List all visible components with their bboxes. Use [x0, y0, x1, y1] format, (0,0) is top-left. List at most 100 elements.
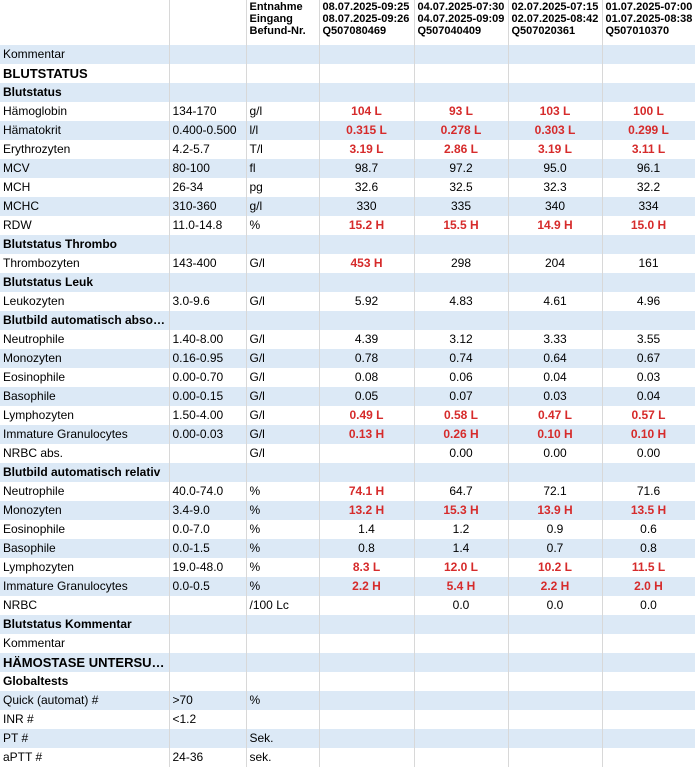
result-value[interactable]: 0.04 — [602, 387, 695, 406]
result-value[interactable] — [508, 83, 603, 102]
result-value[interactable] — [319, 710, 415, 729]
result-value[interactable]: 0.04 — [508, 368, 603, 387]
section-header-row[interactable]: BLUTSTATUS — [0, 64, 695, 83]
result-value[interactable] — [414, 653, 509, 672]
result-value[interactable] — [508, 463, 603, 482]
section-header-row[interactable]: Blutstatus Thrombo — [0, 235, 695, 254]
table-row[interactable]: Lymphozyten 1.50-4.00 G/l 0.49 L 0.58 L 0.47 … — [0, 406, 695, 425]
result-value[interactable]: 0.7 — [508, 539, 603, 558]
result-value[interactable]: 2.2 H — [319, 577, 415, 596]
result-value[interactable] — [508, 710, 603, 729]
result-value[interactable]: 453 H — [319, 254, 415, 273]
result-value[interactable]: 13.2 H — [319, 501, 415, 520]
result-value[interactable]: 8.3 L — [319, 558, 415, 577]
result-value[interactable]: 0.10 H — [508, 425, 603, 444]
result-value[interactable]: 0.58 L — [414, 406, 509, 425]
result-value[interactable]: 1.4 — [319, 520, 415, 539]
result-value[interactable]: 32.5 — [414, 178, 509, 197]
result-value[interactable]: 32.2 — [602, 178, 695, 197]
result-value[interactable]: 0.64 — [508, 349, 603, 368]
result-value[interactable]: 0.03 — [508, 387, 603, 406]
result-value[interactable]: 95.0 — [508, 159, 603, 178]
result-value[interactable]: 3.33 — [508, 330, 603, 349]
result-value[interactable] — [414, 672, 509, 691]
result-value[interactable]: 0.278 L — [414, 121, 509, 140]
result-value[interactable]: 103 L — [508, 102, 603, 121]
table-row[interactable]: Eosinophile 0.00-0.70 G/l 0.08 0.06 0.04 0.03 — [0, 368, 695, 387]
result-value[interactable]: 3.55 — [602, 330, 695, 349]
table-row[interactable]: Leukozyten 3.0-9.6 G/l 5.92 4.83 4.61 4.96 — [0, 292, 695, 311]
table-row[interactable]: Thrombozyten 143-400 G/l 453 H 298 204 161 — [0, 254, 695, 273]
result-value[interactable]: 0.00 — [508, 444, 603, 463]
result-value[interactable] — [508, 311, 603, 330]
result-value[interactable]: 0.8 — [319, 539, 415, 558]
result-value[interactable] — [319, 235, 415, 254]
result-value[interactable] — [602, 634, 695, 653]
result-value[interactable]: 330 — [319, 197, 415, 216]
result-value[interactable]: 0.0 — [414, 596, 509, 615]
result-value[interactable]: 71.6 — [602, 482, 695, 501]
result-value[interactable] — [414, 729, 509, 748]
result-value[interactable]: 4.96 — [602, 292, 695, 311]
result-value[interactable]: 1.4 — [414, 539, 509, 558]
table-row[interactable]: aPTT #24-36 sek. — [0, 748, 695, 767]
result-value[interactable] — [602, 615, 695, 634]
header-column-3[interactable]: 02.07.2025-07:15 02.07.2025-08:42 Q50702… — [508, 0, 603, 45]
result-value[interactable]: 13.5 H — [602, 501, 695, 520]
result-value[interactable]: 0.67 — [602, 349, 695, 368]
result-value[interactable] — [602, 83, 695, 102]
result-value[interactable]: 0.13 H — [319, 425, 415, 444]
result-value[interactable] — [414, 45, 509, 64]
result-value[interactable]: 0.57 L — [602, 406, 695, 425]
result-value[interactable]: 0.05 — [319, 387, 415, 406]
result-value[interactable]: 334 — [602, 197, 695, 216]
result-value[interactable] — [508, 634, 603, 653]
result-value[interactable] — [319, 463, 415, 482]
result-value[interactable] — [319, 691, 415, 710]
result-value[interactable] — [319, 748, 415, 767]
result-value[interactable] — [414, 615, 509, 634]
result-value[interactable]: 74.1 H — [319, 482, 415, 501]
result-value[interactable] — [508, 729, 603, 748]
result-value[interactable]: 0.9 — [508, 520, 603, 539]
result-value[interactable]: 4.39 — [319, 330, 415, 349]
result-value[interactable]: 204 — [508, 254, 603, 273]
result-value[interactable]: 93 L — [414, 102, 509, 121]
table-row[interactable]: Kommentar — [0, 45, 695, 64]
result-value[interactable]: 0.8 — [602, 539, 695, 558]
section-header-row[interactable]: Blutstatus Kommentar — [0, 615, 695, 634]
result-value[interactable]: 64.7 — [414, 482, 509, 501]
result-value[interactable] — [319, 273, 415, 292]
result-value[interactable] — [602, 45, 695, 64]
table-row[interactable]: Neutrophile 40.0-74.0% 74.1 H 64.7 72.1 71.6 — [0, 482, 695, 501]
result-value[interactable] — [508, 45, 603, 64]
table-row[interactable]: Monozyten 3.4-9.0% 13.2 H 15.3 H 13.9 H 13.5 … — [0, 501, 695, 520]
section-header-row[interactable]: Blutstatus Leuk — [0, 273, 695, 292]
header-column-2[interactable]: 04.07.2025-07:30 04.07.2025-09:09 Q50704… — [414, 0, 509, 45]
table-row[interactable]: Hämoglobin 134-170 g/l 104 L 93 L 103 L 100 L — [0, 102, 695, 121]
table-row[interactable]: Quick (automat) # >70% — [0, 691, 695, 710]
result-value[interactable]: 340 — [508, 197, 603, 216]
result-value[interactable]: 12.0 L — [414, 558, 509, 577]
result-value[interactable]: 2.0 H — [602, 577, 695, 596]
result-value[interactable]: 32.3 — [508, 178, 603, 197]
table-row[interactable]: INR # <1.2 — [0, 710, 695, 729]
result-value[interactable] — [414, 691, 509, 710]
result-value[interactable]: 298 — [414, 254, 509, 273]
result-value[interactable]: 3.12 — [414, 330, 509, 349]
result-value[interactable] — [602, 653, 695, 672]
result-value[interactable]: 0.299 L — [602, 121, 695, 140]
result-value[interactable] — [319, 311, 415, 330]
result-value[interactable]: 0.74 — [414, 349, 509, 368]
result-value[interactable] — [414, 463, 509, 482]
result-value[interactable] — [508, 273, 603, 292]
result-value[interactable]: 0.10 H — [602, 425, 695, 444]
table-row[interactable]: Lymphozyten 19.0-48.0% 8.3 L 12.0 L 10.2 L 11… — [0, 558, 695, 577]
result-value[interactable]: 0.6 — [602, 520, 695, 539]
result-value[interactable]: 3.11 L — [602, 140, 695, 159]
table-row[interactable]: Neutrophile 1.40-8.00 G/l 4.39 3.12 3.33 3.55 — [0, 330, 695, 349]
result-value[interactable]: 0.03 — [602, 368, 695, 387]
result-value[interactable] — [508, 235, 603, 254]
table-row[interactable]: Erythrozyten 4.2-5.7 T/l 3.19 L 2.86 L 3.19 L… — [0, 140, 695, 159]
